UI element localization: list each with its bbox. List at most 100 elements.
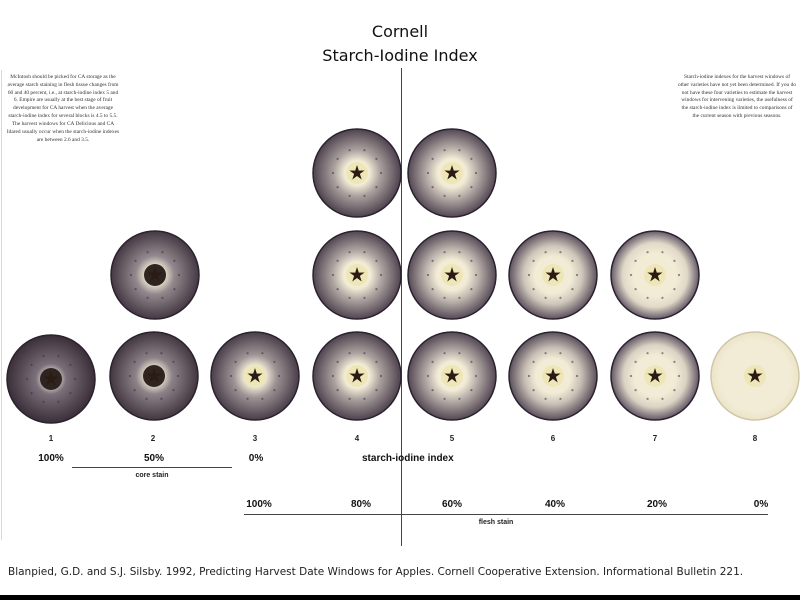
seed-cavity [545, 267, 561, 282]
vascular-dot [458, 194, 461, 197]
vascular-dot [145, 352, 148, 355]
vascular-dot [277, 374, 281, 378]
vascular-dot [673, 259, 676, 262]
vascular-dot [443, 397, 446, 400]
vascular-dot [527, 273, 531, 277]
vascular-dot [273, 360, 276, 363]
core-stain-100: 100% [38, 453, 64, 464]
vascular-dot [348, 397, 351, 400]
seed-cavity [444, 165, 460, 180]
vascular-dot [172, 360, 175, 363]
seed-cavity [349, 267, 365, 282]
vascular-dot [426, 171, 430, 175]
vascular-dot [57, 355, 60, 358]
vascular-dot [363, 149, 366, 152]
seed-cavity [146, 368, 162, 383]
vascular-dot [173, 259, 176, 262]
vascular-dot [426, 374, 430, 378]
vascular-dot [348, 296, 351, 299]
vascular-dot [443, 296, 446, 299]
vascular-dot [146, 296, 149, 299]
vascular-dot [470, 389, 473, 392]
vascular-dot [634, 389, 637, 392]
vascular-dot [532, 259, 535, 262]
vascular-dot [458, 251, 461, 254]
vascular-dot [246, 352, 249, 355]
vascular-dot [336, 157, 339, 160]
index-number-2: 2 [150, 434, 156, 443]
seed-cavity [647, 267, 663, 282]
apple-index-2-middle [110, 230, 200, 320]
vascular-dot [331, 273, 335, 277]
vascular-dot [634, 288, 637, 291]
vascular-dot [331, 171, 335, 175]
vascular-dot [544, 352, 547, 355]
flesh-stain-80: 80% [350, 499, 371, 510]
vascular-dot [336, 259, 339, 262]
flesh-stain-20: 20% [646, 499, 667, 510]
vascular-dot [25, 377, 29, 381]
apple-graphic [508, 230, 598, 320]
vascular-dot [363, 397, 366, 400]
vascular-dot [69, 392, 72, 395]
vascular-dot [348, 149, 351, 152]
vascular-dot [331, 374, 335, 378]
vascular-dot [544, 251, 547, 254]
center-divider-line [401, 68, 402, 546]
vascular-dot [470, 259, 473, 262]
vascular-dot [379, 171, 383, 175]
apple-graphic [312, 128, 402, 218]
flesh-stain-0: 0% [753, 499, 769, 510]
core-stain-0: 0% [248, 453, 264, 464]
vascular-dot [571, 288, 574, 291]
apple-graphic [312, 331, 402, 421]
vascular-dot [646, 397, 649, 400]
vascular-dot [42, 355, 45, 358]
vascular-dot [431, 360, 434, 363]
vascular-dot [458, 397, 461, 400]
seed-cavity [444, 368, 460, 383]
vascular-dot [661, 251, 664, 254]
seed-cavity [545, 368, 561, 383]
vascular-dot [544, 296, 547, 299]
vascular-dot [145, 397, 148, 400]
citation: Blanpied, G.D. and S.J. Silsby. 1992, Pr… [8, 566, 744, 578]
vascular-dot [176, 374, 180, 378]
vascular-dot [559, 251, 562, 254]
apple-index-4-top [312, 128, 402, 218]
vascular-dot [336, 186, 339, 189]
left-note: McIntosh should be picked for CA storage… [6, 74, 120, 143]
index-number-7: 7 [652, 434, 658, 443]
vascular-dot [363, 352, 366, 355]
seed-cavity [349, 368, 365, 383]
vascular-dot [246, 397, 249, 400]
vascular-dot [261, 397, 264, 400]
vascular-dot [559, 296, 562, 299]
vascular-dot [375, 259, 378, 262]
vascular-dot [375, 157, 378, 160]
vascular-dot [431, 186, 434, 189]
vascular-dot [634, 360, 637, 363]
vascular-dot [57, 400, 60, 403]
vascular-dot [173, 288, 176, 291]
vascular-dot [42, 400, 45, 403]
vascular-dot [273, 389, 276, 392]
vascular-dot [160, 352, 163, 355]
vascular-dot [172, 389, 175, 392]
vascular-dot [661, 397, 664, 400]
vascular-dot [661, 296, 664, 299]
vascular-dot [375, 389, 378, 392]
vascular-dot [661, 352, 664, 355]
flesh-stain-label: flesh stain [478, 519, 514, 526]
vascular-dot [458, 149, 461, 152]
apple-index-8 [710, 331, 800, 421]
vascular-dot [234, 360, 237, 363]
vascular-dot [146, 251, 149, 254]
vascular-dot [571, 360, 574, 363]
vascular-dot [133, 389, 136, 392]
vascular-dot [363, 296, 366, 299]
vascular-dot [474, 171, 478, 175]
vascular-dot [133, 360, 136, 363]
vascular-dot [544, 397, 547, 400]
